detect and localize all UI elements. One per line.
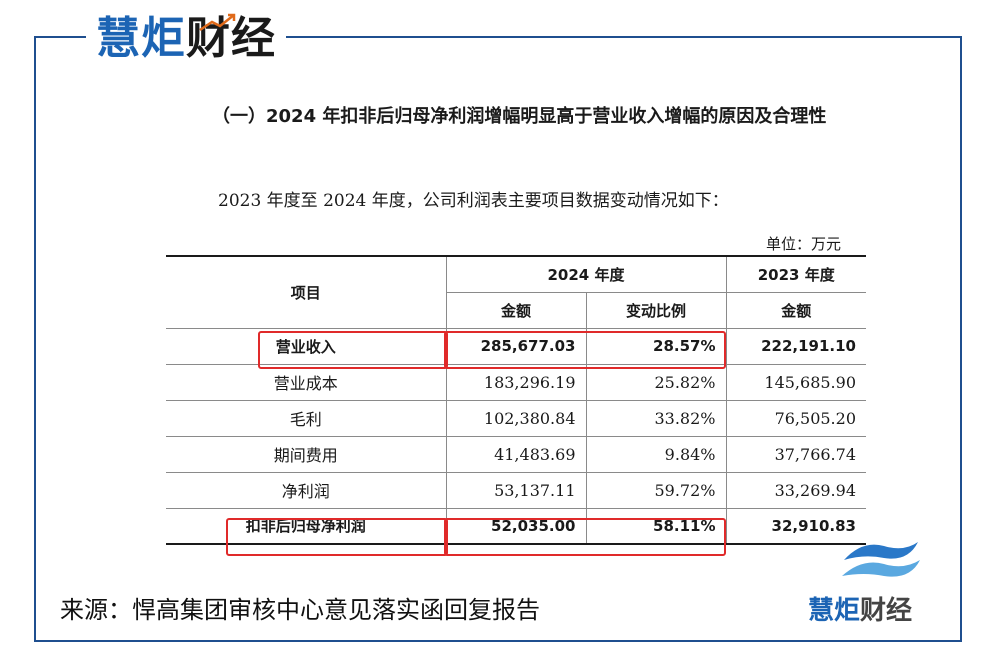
section-heading: （一）2024 年扣非后归母净利润增幅明显高于营业收入增幅的原因及合理性 bbox=[212, 106, 827, 127]
table-row: 期间费用 41,483.69 9.84% 37,766.74 bbox=[166, 435, 866, 473]
header-2023: 2023 年度 bbox=[725, 256, 866, 293]
row-change: 59.72% bbox=[585, 471, 727, 509]
highlight-box-profit-values bbox=[444, 518, 726, 556]
row-amount-2023: 222,191.10 bbox=[725, 327, 866, 365]
unit-label: 单位：万元 bbox=[766, 235, 842, 253]
row-name: 营业收入 bbox=[166, 327, 447, 365]
highlight-box-revenue-name bbox=[258, 331, 448, 369]
row-name: 期间费用 bbox=[166, 435, 447, 473]
row-amount-2023: 37,766.74 bbox=[725, 435, 866, 473]
row-amount-2024: 285,677.03 bbox=[445, 327, 587, 365]
table-row: 营业成本 183,296.19 25.82% 145,685.90 bbox=[166, 363, 866, 401]
brand-title-part2: 财经 bbox=[186, 13, 276, 64]
wave-logo-icon bbox=[842, 542, 920, 577]
brand-title: 慧炬 财经 bbox=[86, 6, 286, 64]
row-amount-2024: 53,137.11 bbox=[445, 471, 587, 509]
intro-text: 2023 年度至 2024 年度，公司利润表主要项目数据变动情况如下： bbox=[218, 191, 729, 211]
logo-text-part1: 慧炬 bbox=[808, 596, 861, 626]
table-header-row: 项目 2024 年度 2023 年度 bbox=[166, 256, 866, 329]
table-row: 扣非后归母净利润 52,035.00 58.11% 32,910.83 bbox=[166, 507, 866, 544]
row-name: 净利润 bbox=[166, 471, 447, 509]
row-amount-2023: 33,269.94 bbox=[725, 471, 866, 509]
row-amount-2023: 32,910.83 bbox=[725, 507, 866, 544]
row-change: 25.82% bbox=[585, 363, 727, 401]
highlight-box-revenue-values bbox=[444, 331, 726, 369]
row-amount-2024: 41,483.69 bbox=[445, 435, 587, 473]
header-2024: 2024 年度 bbox=[445, 256, 727, 293]
subheader-change: 变动比例 bbox=[585, 291, 727, 329]
row-name: 营业成本 bbox=[166, 363, 447, 401]
row-amount-2023: 76,505.20 bbox=[725, 399, 866, 437]
header-item: 项目 bbox=[166, 256, 447, 329]
logo-text: 慧炬财经 bbox=[808, 590, 912, 627]
table-row: 净利润 53,137.11 59.72% 33,269.94 bbox=[166, 471, 866, 509]
income-statement-table: 项目 2024 年度 2023 年度 金额 变动比例 金额 营业收入 285,6… bbox=[166, 255, 866, 545]
row-name: 毛利 bbox=[166, 399, 447, 437]
trend-arrow-icon bbox=[199, 13, 236, 32]
subheader-amount-2023: 金额 bbox=[725, 291, 866, 329]
table-row: 毛利 102,380.84 33.82% 76,505.20 bbox=[166, 399, 866, 437]
row-amount-2024: 102,380.84 bbox=[445, 399, 587, 437]
row-name: 扣非后归母净利润 bbox=[166, 507, 447, 544]
row-change: 28.57% bbox=[585, 327, 727, 365]
row-amount-2024: 183,296.19 bbox=[445, 363, 587, 401]
row-amount-2024: 52,035.00 bbox=[445, 507, 587, 544]
subheader-amount-2024: 金额 bbox=[446, 291, 587, 329]
content-frame bbox=[34, 36, 962, 642]
source-note: 来源：悍高集团审核中心意见落实函回复报告 bbox=[60, 596, 540, 624]
row-change: 9.84% bbox=[585, 435, 727, 473]
table-row: 营业收入 285,677.03 28.57% 222,191.10 bbox=[166, 327, 866, 365]
row-amount-2023: 145,685.90 bbox=[725, 363, 866, 401]
row-change: 58.11% bbox=[585, 507, 727, 544]
logo-text-part2: 财经 bbox=[860, 596, 913, 626]
brand-title-part1: 慧炬 bbox=[96, 13, 186, 64]
highlight-box-profit-name bbox=[226, 518, 448, 556]
row-change: 33.82% bbox=[585, 399, 727, 437]
